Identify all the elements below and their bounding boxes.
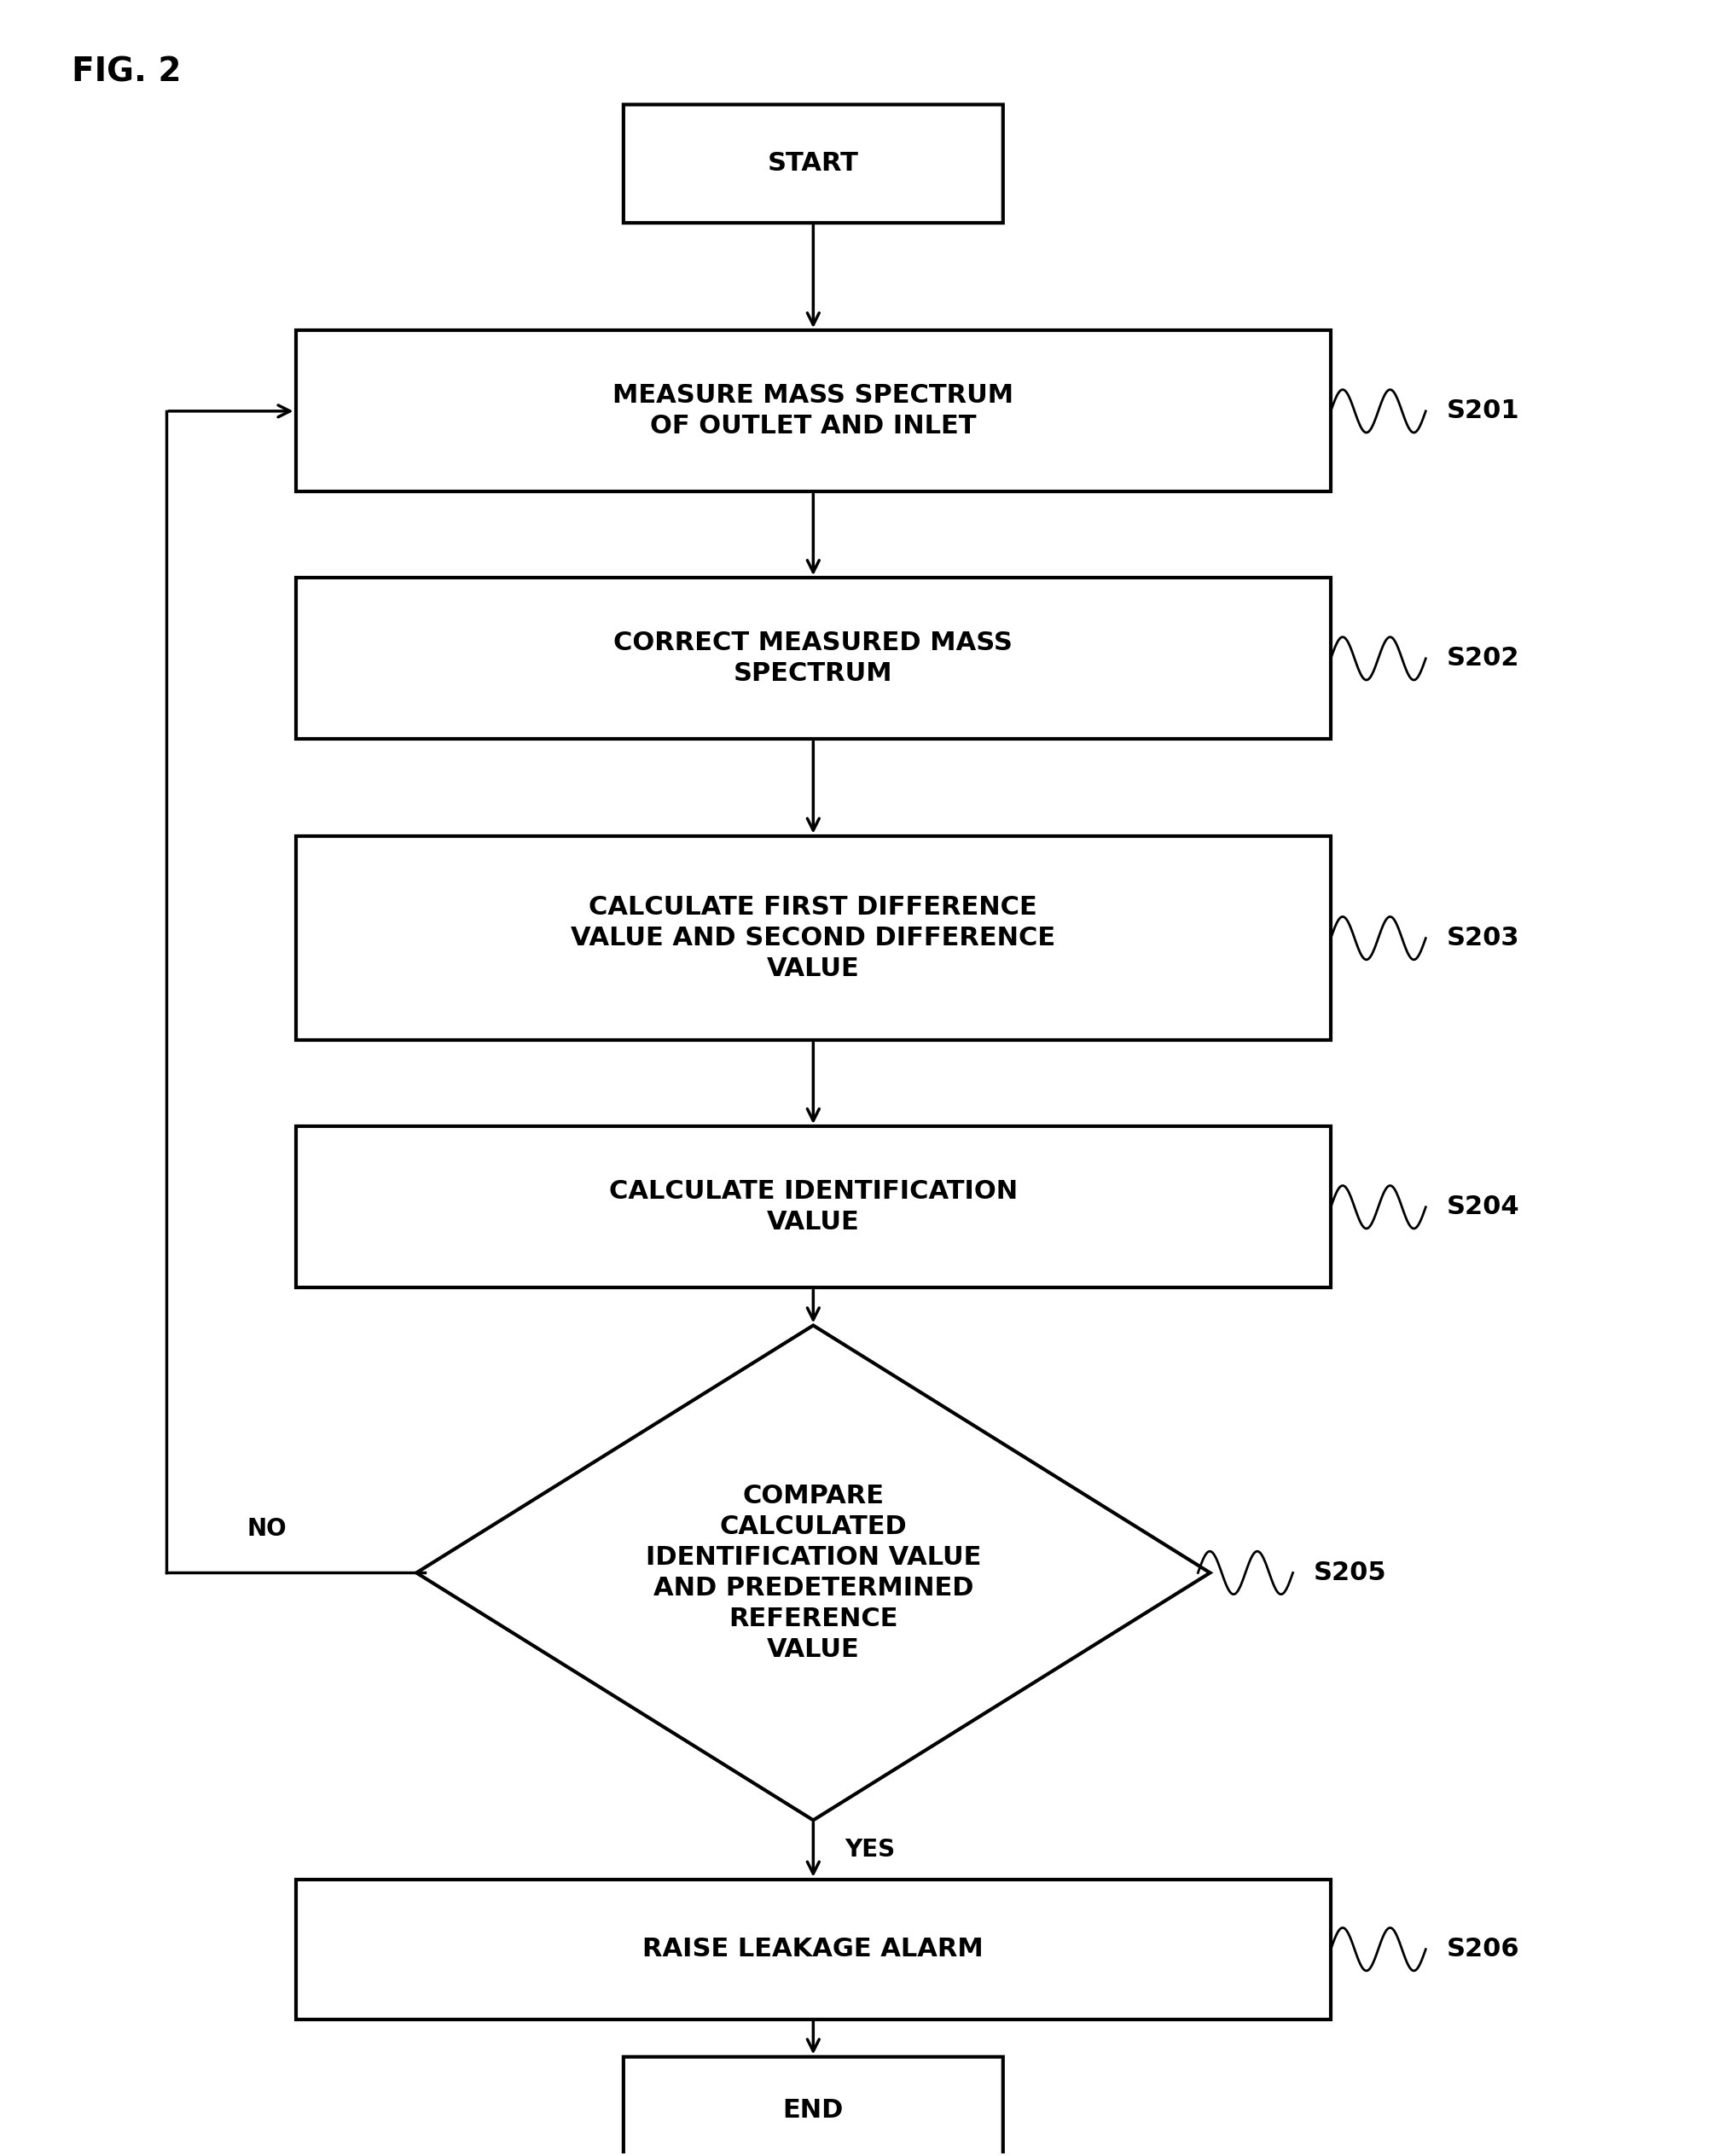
Bar	[296, 1125, 1330, 1287]
Text: S203: S203	[1446, 925, 1519, 951]
Bar	[296, 1880, 1330, 2020]
Text: COMPARE
CALCULATED
IDENTIFICATION VALUE
AND PREDETERMINED
REFERENCE
VALUE: COMPARE CALCULATED IDENTIFICATION VALUE …	[645, 1483, 981, 1662]
Text: S204: S204	[1446, 1194, 1519, 1220]
Text: S202: S202	[1446, 647, 1519, 671]
Text: S201: S201	[1446, 399, 1519, 423]
Text: CALCULATE IDENTIFICATION
VALUE: CALCULATE IDENTIFICATION VALUE	[609, 1179, 1017, 1235]
Text: FIG. 2: FIG. 2	[71, 56, 182, 88]
Text: RAISE LEAKAGE ALARM: RAISE LEAKAGE ALARM	[644, 1936, 984, 1962]
Bar	[296, 837, 1330, 1041]
FancyBboxPatch shape	[623, 103, 1003, 222]
Text: CORRECT MEASURED MASS
SPECTRUM: CORRECT MEASURED MASS SPECTRUM	[614, 632, 1012, 686]
Text: S205: S205	[1313, 1561, 1387, 1585]
Text: END: END	[782, 2098, 844, 2124]
Text: S206: S206	[1446, 1936, 1519, 1962]
Bar	[296, 330, 1330, 492]
Text: YES: YES	[844, 1837, 894, 1863]
Text: START: START	[768, 151, 858, 177]
FancyBboxPatch shape	[623, 2057, 1003, 2156]
Text: NO: NO	[247, 1516, 287, 1542]
Polygon shape	[417, 1326, 1209, 1820]
Text: CALCULATE FIRST DIFFERENCE
VALUE AND SECOND DIFFERENCE
VALUE: CALCULATE FIRST DIFFERENCE VALUE AND SEC…	[571, 895, 1055, 981]
Bar	[296, 578, 1330, 740]
Text: MEASURE MASS SPECTRUM
OF OUTLET AND INLET: MEASURE MASS SPECTRUM OF OUTLET AND INLE…	[612, 384, 1014, 440]
